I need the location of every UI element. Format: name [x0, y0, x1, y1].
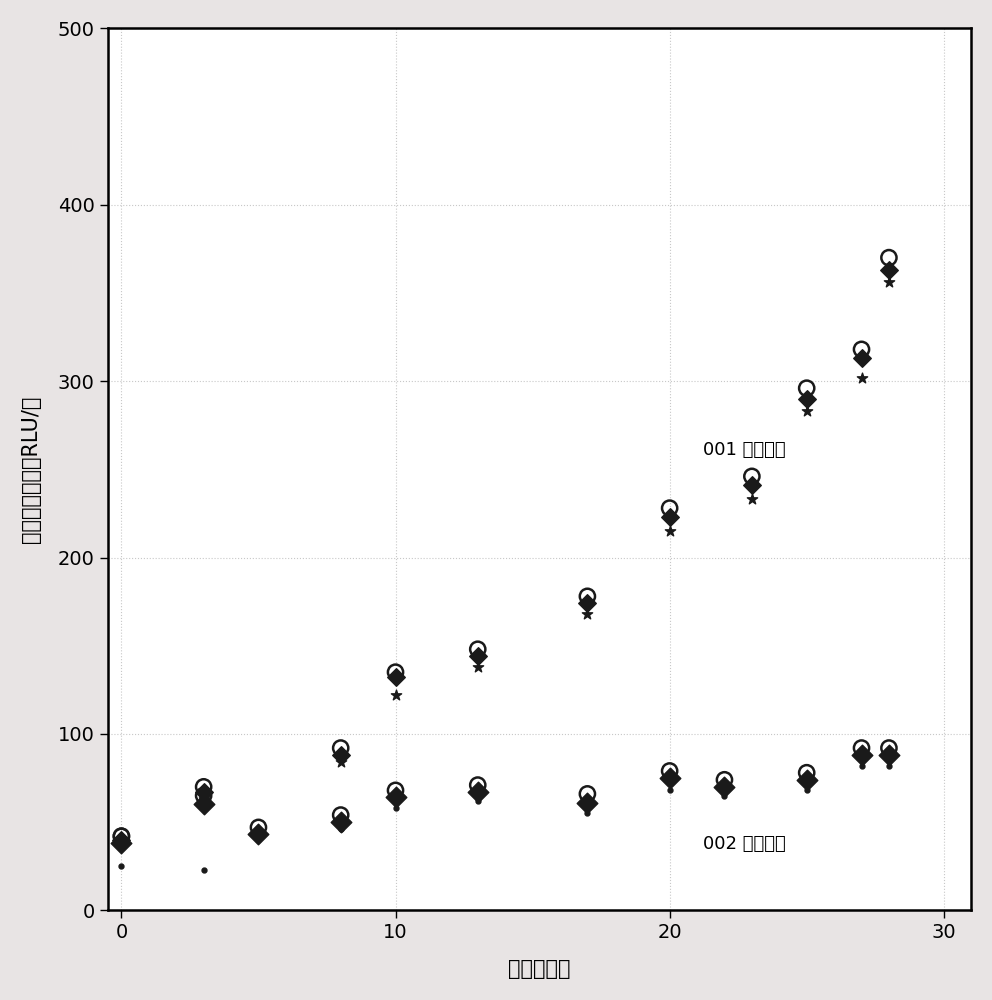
Point — [799, 380, 814, 396]
Point — [881, 250, 897, 266]
Point — [579, 786, 595, 802]
Point — [881, 758, 897, 774]
Point — [881, 747, 897, 763]
Point — [579, 795, 595, 811]
Point — [579, 588, 595, 604]
Point — [388, 664, 404, 680]
Point — [853, 370, 869, 386]
Point — [881, 740, 897, 756]
Point — [113, 828, 129, 844]
Point — [195, 779, 211, 795]
Point — [388, 800, 404, 816]
X-axis label: 时间，分钟: 时间，分钟 — [508, 959, 570, 979]
Point — [470, 641, 486, 657]
Y-axis label: 化学发光强度，RLU/秒: 化学发光强度，RLU/秒 — [21, 396, 41, 543]
Point — [470, 648, 486, 664]
Point — [195, 784, 211, 800]
Point — [388, 789, 404, 805]
Point — [881, 262, 897, 278]
Point — [332, 814, 348, 830]
Point — [744, 491, 760, 507]
Point — [113, 828, 129, 844]
Point — [799, 391, 814, 407]
Point — [662, 782, 678, 798]
Point — [251, 832, 267, 848]
Point — [662, 770, 678, 786]
Point — [470, 659, 486, 675]
Point — [799, 782, 814, 798]
Point — [799, 403, 814, 419]
Point — [662, 500, 678, 516]
Point — [744, 468, 760, 484]
Point — [332, 747, 348, 763]
Text: 001 号受试者: 001 号受试者 — [702, 441, 785, 459]
Point — [853, 758, 869, 774]
Point — [388, 782, 404, 798]
Point — [388, 669, 404, 685]
Point — [853, 747, 869, 763]
Point — [470, 793, 486, 809]
Point — [195, 862, 211, 878]
Text: 002 号受试者: 002 号受试者 — [702, 835, 786, 853]
Point — [332, 754, 348, 770]
Point — [332, 740, 348, 756]
Point — [195, 788, 211, 804]
Point — [881, 274, 897, 290]
Point — [332, 807, 348, 823]
Point — [716, 772, 732, 788]
Point — [195, 791, 211, 807]
Point — [662, 523, 678, 539]
Point — [113, 832, 129, 848]
Point — [195, 796, 211, 812]
Point — [799, 765, 814, 781]
Point — [251, 826, 267, 842]
Point — [853, 341, 869, 357]
Point — [662, 509, 678, 525]
Point — [662, 763, 678, 779]
Point — [470, 784, 486, 800]
Point — [716, 788, 732, 804]
Point — [388, 687, 404, 703]
Point — [470, 777, 486, 793]
Point — [716, 779, 732, 795]
Point — [799, 772, 814, 788]
Point — [744, 477, 760, 493]
Point — [853, 350, 869, 366]
Point — [113, 858, 129, 874]
Point — [332, 821, 348, 837]
Point — [579, 805, 595, 821]
Point — [853, 740, 869, 756]
Point — [579, 595, 595, 611]
Point — [251, 819, 267, 835]
Point — [113, 835, 129, 851]
Point — [579, 606, 595, 622]
